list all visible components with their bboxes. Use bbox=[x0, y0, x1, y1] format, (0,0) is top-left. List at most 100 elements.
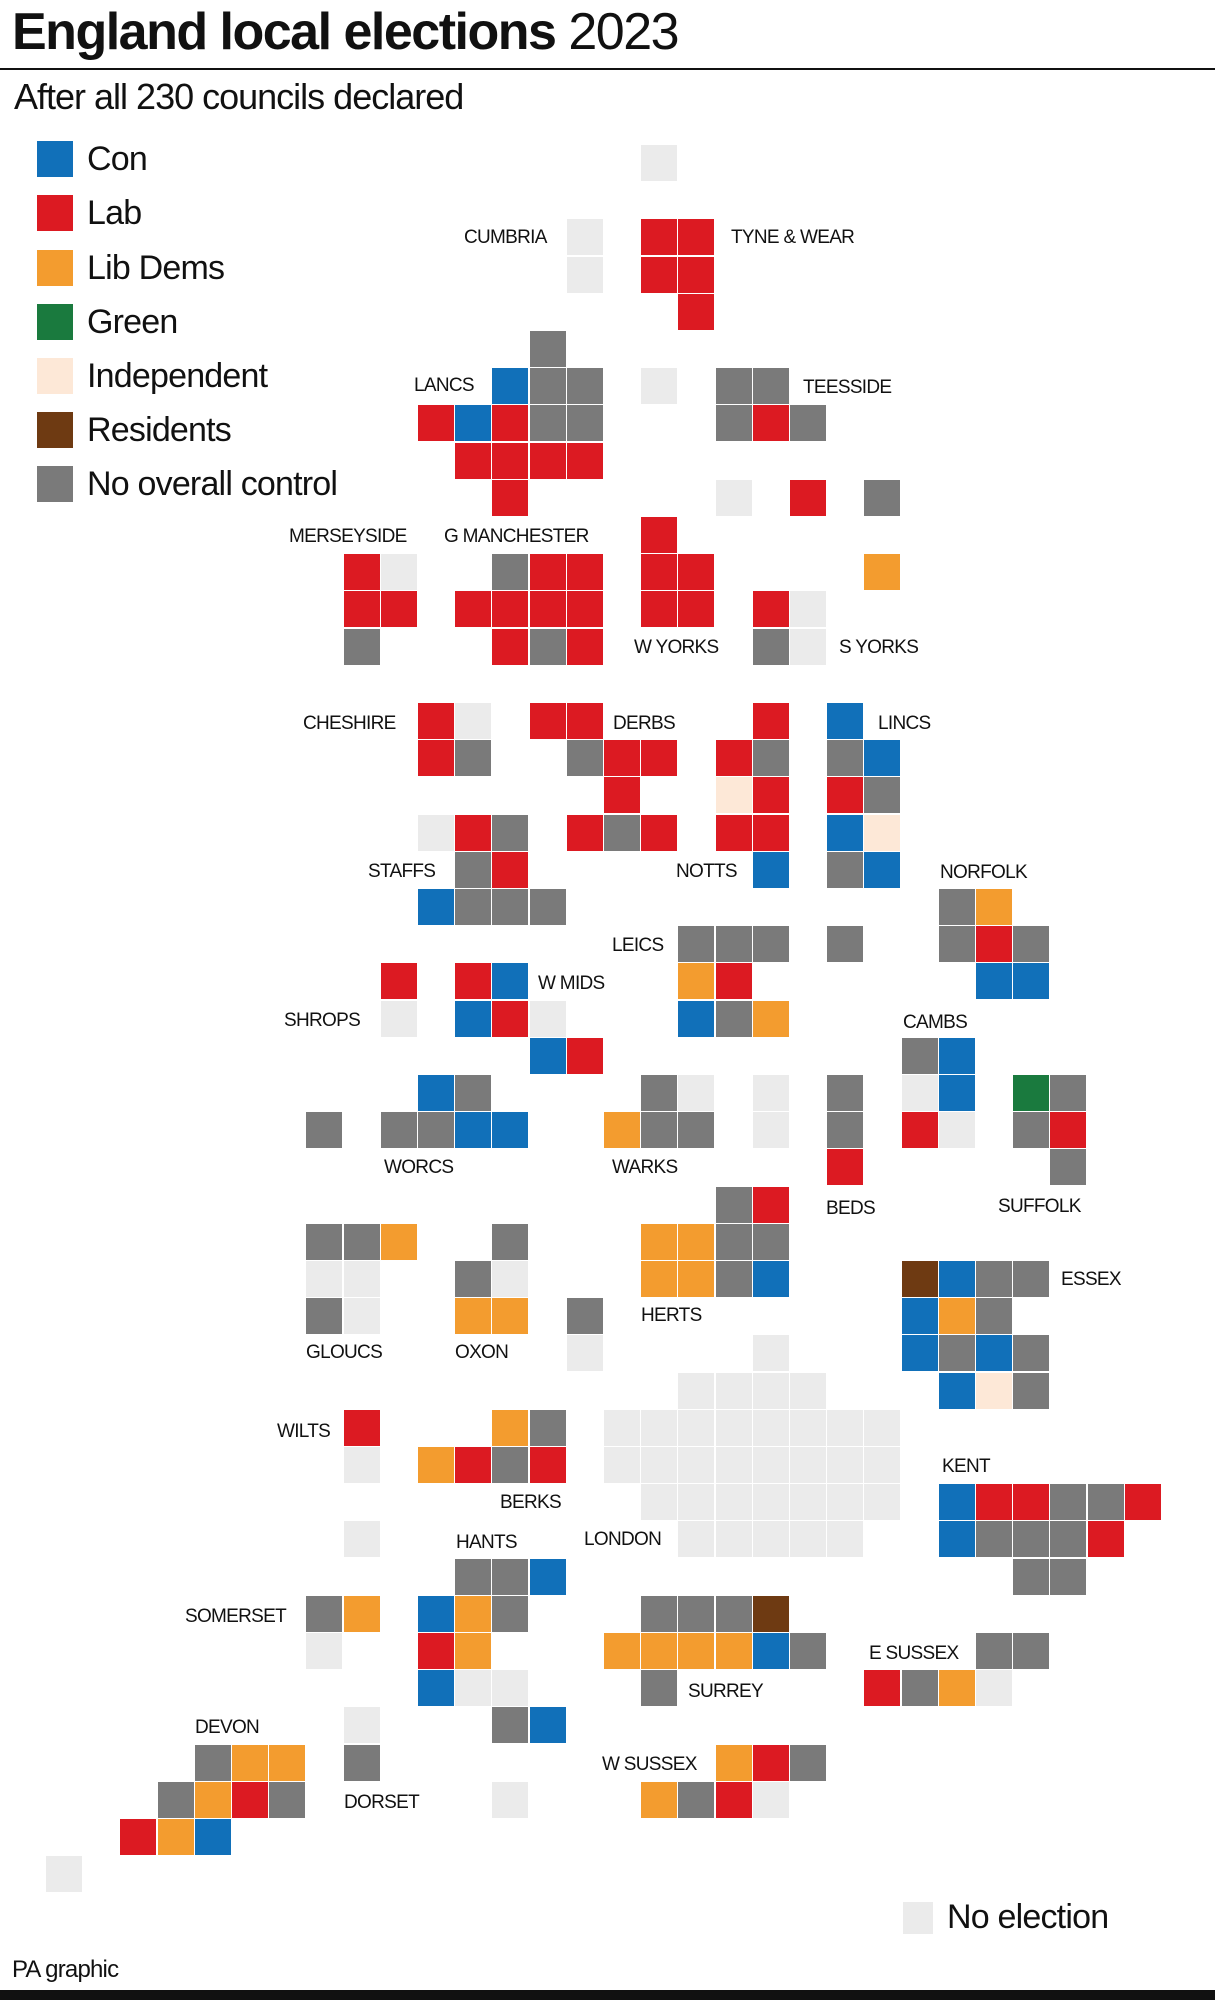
region-label-lincs: LINCS bbox=[878, 713, 931, 734]
region-label-wilts: WILTS bbox=[277, 1421, 331, 1442]
council-tile-con bbox=[194, 1819, 231, 1855]
council-tile-lib-dems bbox=[678, 1261, 715, 1297]
council-tile-lab bbox=[455, 1447, 492, 1483]
council-tile-con bbox=[455, 1000, 492, 1037]
council-tile-no-election bbox=[678, 1409, 715, 1446]
council-tile-lab bbox=[418, 703, 454, 739]
council-tile-no-election bbox=[752, 1484, 789, 1521]
legend-item-no-election: No election bbox=[903, 1898, 1109, 1937]
council-tile-lab bbox=[529, 703, 566, 739]
council-tile-lab bbox=[604, 777, 640, 814]
council-tile-no-election bbox=[641, 1484, 678, 1521]
region-label-e-sussex: E SUSSEX bbox=[869, 1643, 959, 1664]
region-label-worcs: WORCS bbox=[384, 1157, 454, 1178]
council-tile-lab bbox=[455, 814, 492, 851]
council-tile-lib-dems bbox=[455, 1298, 492, 1335]
council-tile-lab bbox=[566, 1037, 603, 1074]
council-tile-no-election bbox=[566, 1335, 603, 1372]
council-tile-no-overall-control bbox=[492, 1558, 529, 1595]
council-tile-lib-dems bbox=[455, 1633, 492, 1669]
council-tile-con bbox=[976, 1335, 1012, 1372]
council-tile-lab bbox=[343, 591, 380, 628]
legend-label: Lab bbox=[87, 193, 142, 232]
council-tile-con bbox=[938, 1261, 975, 1297]
council-tile-lab bbox=[715, 814, 752, 851]
council-tile-no-overall-control bbox=[1013, 1372, 1050, 1409]
legend-item-green: Green bbox=[37, 303, 178, 341]
council-tile-no-election bbox=[380, 554, 417, 591]
council-tile-no-election bbox=[790, 1521, 826, 1558]
region-label-suffolk: SUFFOLK bbox=[998, 1196, 1081, 1217]
council-tile-con bbox=[529, 1707, 566, 1744]
council-tile-lab bbox=[678, 256, 715, 293]
council-tile-lab bbox=[492, 479, 529, 516]
council-tile-independent bbox=[976, 1372, 1012, 1409]
council-tile-lib-dems bbox=[604, 1112, 640, 1149]
council-tile-no-election bbox=[715, 479, 752, 516]
region-label-surrey: SURREY bbox=[688, 1681, 764, 1702]
region-label-shrops: SHROPS bbox=[284, 1010, 361, 1031]
council-tile-no-election bbox=[343, 1298, 380, 1335]
council-tile-con bbox=[938, 1484, 975, 1521]
council-tile-no-election bbox=[46, 1856, 82, 1893]
council-tile-no-overall-control bbox=[492, 814, 529, 851]
legend-label: No overall control bbox=[87, 464, 338, 503]
council-tile-no-overall-control bbox=[864, 777, 901, 814]
council-tile-no-overall-control bbox=[492, 1223, 529, 1260]
region-label-lancs: LANCS bbox=[414, 375, 475, 396]
council-tile-no-overall-control bbox=[1013, 1112, 1050, 1149]
council-tile-no-election bbox=[864, 1484, 901, 1521]
council-tile-no-overall-control bbox=[901, 1037, 938, 1074]
council-tile-no-overall-control bbox=[1013, 1558, 1050, 1595]
council-tile-no-election bbox=[752, 1409, 789, 1446]
council-tile-lab bbox=[529, 591, 566, 628]
legend-item-independent: Independent bbox=[37, 357, 268, 395]
legend-swatch bbox=[903, 1901, 933, 1934]
council-tile-no-overall-control bbox=[492, 1707, 529, 1744]
council-tile-no-overall-control bbox=[529, 889, 566, 925]
council-tile-no-overall-control bbox=[827, 926, 864, 963]
council-tile-no-overall-control bbox=[938, 889, 975, 925]
council-tile-no-overall-control bbox=[752, 368, 789, 405]
council-tile-lab bbox=[380, 591, 417, 628]
council-tile-no-overall-control bbox=[678, 1781, 715, 1818]
region-label-essex: ESSEX bbox=[1061, 1269, 1122, 1290]
council-tile-lib-dems bbox=[641, 1261, 678, 1297]
region-label-norfolk: NORFOLK bbox=[940, 862, 1028, 883]
council-tile-no-election bbox=[343, 1447, 380, 1483]
chart-title: England local elections 2023 bbox=[12, 2, 680, 62]
council-tile-lab bbox=[715, 963, 752, 1000]
council-tile-lab bbox=[641, 814, 678, 851]
council-tile-no-overall-control bbox=[1013, 1261, 1050, 1297]
council-tile-no-election bbox=[938, 1112, 975, 1149]
council-tile-no-overall-control bbox=[1013, 1633, 1050, 1669]
council-tile-lab bbox=[566, 814, 603, 851]
council-tile-no-election bbox=[678, 1484, 715, 1521]
region-label-g-manchester: G MANCHESTER bbox=[444, 526, 589, 547]
council-tile-no-election bbox=[492, 1670, 529, 1707]
council-tile-no-overall-control bbox=[938, 926, 975, 963]
council-tile-no-election bbox=[790, 1409, 826, 1446]
council-tile-con bbox=[455, 405, 492, 442]
council-tile-lab bbox=[827, 777, 864, 814]
council-tile-no-overall-control bbox=[566, 405, 603, 442]
council-tile-no-overall-control bbox=[604, 814, 640, 851]
council-tile-lab bbox=[678, 554, 715, 591]
council-tile-lab bbox=[752, 703, 789, 739]
council-tile-no-overall-control bbox=[678, 926, 715, 963]
credit: PA graphic bbox=[12, 1956, 119, 1983]
council-tile-lab bbox=[1124, 1484, 1161, 1521]
region-label-devon: DEVON bbox=[195, 1717, 260, 1738]
council-tile-con bbox=[418, 1595, 454, 1632]
council-tile-no-overall-control bbox=[455, 1261, 492, 1297]
council-tile-no-overall-control bbox=[529, 1409, 566, 1446]
title-divider bbox=[0, 68, 1215, 70]
region-label-staffs: STAFFS bbox=[368, 861, 436, 882]
council-tile-lab bbox=[566, 554, 603, 591]
council-tile-lab bbox=[418, 740, 454, 777]
council-tile-no-overall-control bbox=[492, 1447, 529, 1483]
council-tile-no-election bbox=[343, 1261, 380, 1297]
council-tile-lab bbox=[1013, 1484, 1050, 1521]
council-tile-no-overall-control bbox=[1013, 1521, 1050, 1558]
council-tile-no-election bbox=[715, 1372, 752, 1409]
